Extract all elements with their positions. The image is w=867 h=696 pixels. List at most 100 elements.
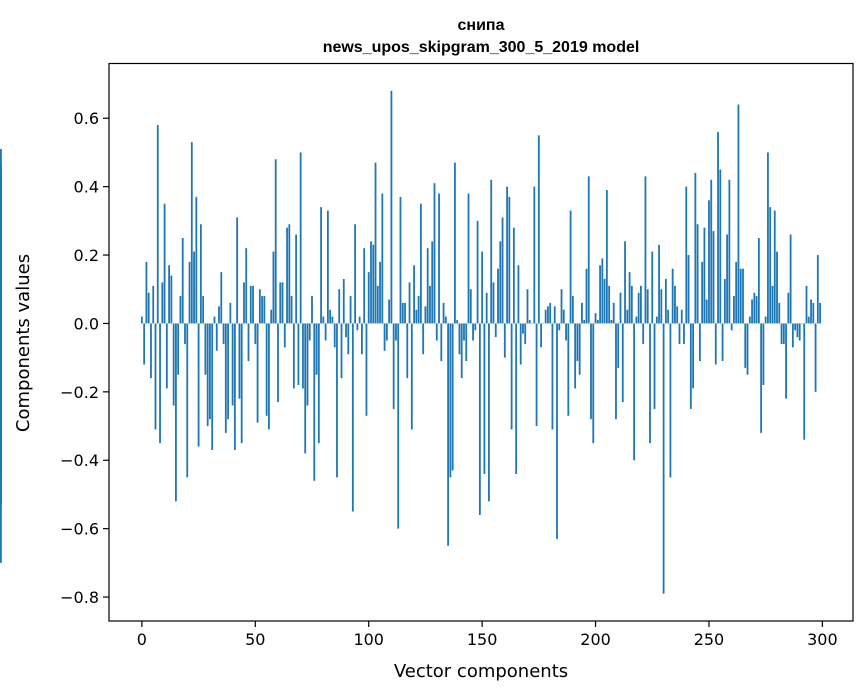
bar xyxy=(526,289,529,324)
x-tick-label: 250 xyxy=(694,630,725,649)
bar xyxy=(317,323,320,444)
bar xyxy=(796,323,799,338)
bar xyxy=(646,289,649,324)
bar xyxy=(633,323,636,461)
bar xyxy=(669,323,672,478)
bar xyxy=(229,302,232,324)
bar xyxy=(274,159,277,324)
bar xyxy=(735,261,738,324)
bar xyxy=(626,309,629,324)
bar xyxy=(506,186,508,324)
bar xyxy=(778,302,781,324)
bar xyxy=(635,316,638,324)
bar xyxy=(331,316,334,324)
bar xyxy=(612,302,615,324)
bar xyxy=(460,323,463,379)
bar xyxy=(787,292,790,324)
x-tick-label: 0 xyxy=(137,630,147,649)
bar xyxy=(485,292,488,324)
bar xyxy=(383,323,386,351)
bar xyxy=(733,296,735,324)
bar xyxy=(265,323,268,416)
bar xyxy=(238,323,241,399)
bar xyxy=(517,265,520,324)
x-tick-label: 100 xyxy=(353,630,384,649)
bar xyxy=(206,323,209,427)
bar xyxy=(422,323,425,355)
bar xyxy=(490,179,493,324)
bar xyxy=(547,306,549,324)
y-tick-label: −0.4 xyxy=(60,451,99,470)
bar xyxy=(567,323,570,416)
bar xyxy=(370,241,372,324)
bar xyxy=(204,323,207,375)
bar xyxy=(227,323,229,420)
y-tick-label: −0.8 xyxy=(60,588,99,607)
bar xyxy=(723,278,726,324)
bar xyxy=(483,323,486,474)
bar xyxy=(807,316,810,324)
bar xyxy=(680,309,683,324)
bar xyxy=(363,248,366,324)
bar xyxy=(463,323,465,341)
bar xyxy=(730,323,733,331)
bar xyxy=(365,323,368,416)
bar xyxy=(338,289,341,324)
bar xyxy=(220,272,223,324)
bar xyxy=(653,323,656,409)
bar xyxy=(424,306,427,324)
bar xyxy=(152,285,155,324)
bar xyxy=(197,323,200,447)
bar xyxy=(211,323,214,450)
x-tick-label: 200 xyxy=(580,630,611,649)
y-axis-ticks: −0.8 −0.6 −0.4 −0.2 0.0 0.2 0.4 0.6 xyxy=(60,109,109,607)
bar xyxy=(512,227,515,324)
bar xyxy=(270,309,273,324)
bar xyxy=(755,296,758,324)
bar xyxy=(571,296,574,324)
bar xyxy=(499,241,502,324)
bar xyxy=(297,323,300,385)
bar xyxy=(283,323,286,348)
bar xyxy=(476,220,479,324)
bar xyxy=(320,207,322,324)
bar xyxy=(172,323,175,406)
bar xyxy=(655,316,658,324)
bar xyxy=(794,323,797,331)
bar xyxy=(0,323,2,563)
bar xyxy=(628,272,631,324)
bar xyxy=(444,316,447,324)
bar xyxy=(336,323,338,478)
bar xyxy=(694,172,697,324)
bar xyxy=(213,316,216,324)
chart-title: снипа xyxy=(458,17,505,34)
bar xyxy=(374,162,377,324)
bar xyxy=(168,265,171,324)
bar xyxy=(329,309,332,324)
bar xyxy=(553,306,556,324)
bar xyxy=(419,203,422,324)
bar xyxy=(737,104,740,324)
bar xyxy=(610,320,613,324)
bar xyxy=(442,302,445,324)
bar xyxy=(742,268,744,324)
bar xyxy=(397,323,400,529)
bar xyxy=(322,316,325,324)
bar xyxy=(565,323,567,341)
bar xyxy=(390,90,393,324)
bar xyxy=(574,323,577,389)
bar xyxy=(769,207,772,324)
bar xyxy=(819,302,822,324)
bar xyxy=(376,285,379,324)
bar xyxy=(537,135,540,324)
bar xyxy=(812,302,815,324)
bar xyxy=(751,299,753,324)
bar xyxy=(519,323,522,365)
bar xyxy=(292,323,295,389)
bar xyxy=(581,302,583,324)
bar xyxy=(388,299,391,324)
bar xyxy=(551,323,554,430)
bar xyxy=(497,268,499,324)
bar xyxy=(304,323,307,454)
